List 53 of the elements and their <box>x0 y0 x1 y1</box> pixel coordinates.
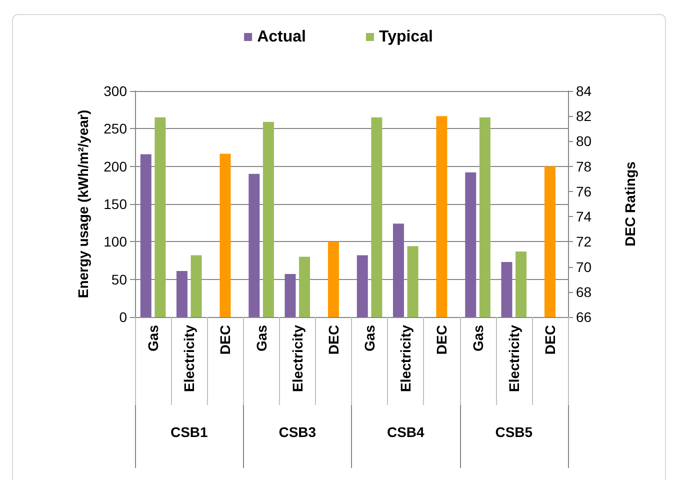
bar <box>140 154 152 317</box>
bar <box>479 117 490 317</box>
y2-tick-label: 74 <box>576 208 592 225</box>
y2-tick-label: 72 <box>576 234 592 250</box>
x-tick-label: DEC <box>325 325 342 355</box>
bar <box>356 255 368 317</box>
x-tick-label: DEC <box>434 325 450 355</box>
bar <box>154 117 166 317</box>
bar <box>284 274 296 317</box>
y2-tick-label: 84 <box>576 83 592 99</box>
bar <box>371 117 382 317</box>
x-tick-label: Electricity <box>398 324 414 392</box>
x-tick-label: Electricity <box>506 324 522 392</box>
bar <box>501 262 512 317</box>
y2-tick-label: 66 <box>576 309 592 325</box>
bar <box>392 224 404 317</box>
bar <box>407 246 418 317</box>
y-tick-label: 250 <box>104 120 128 137</box>
y-tick-label: 300 <box>104 83 128 99</box>
y2-tick-label: 76 <box>576 183 592 200</box>
bar <box>190 255 202 317</box>
y-tick-label: 0 <box>119 309 128 325</box>
bar <box>248 174 260 317</box>
legend-label: Actual <box>257 28 306 46</box>
bar <box>176 271 188 317</box>
bar <box>299 256 310 317</box>
y-tick-label: 200 <box>104 158 128 174</box>
y2-tick-label: 80 <box>576 133 592 150</box>
x-tick-label: DEC <box>542 325 558 355</box>
text: CSB1 <box>170 424 208 440</box>
x-tick-label: Gas <box>145 324 162 352</box>
y2-tick-label: 68 <box>576 284 592 300</box>
y-axis-title: Energy usage (kWh/m²/year) <box>75 110 91 298</box>
y-tick-label: 50 <box>111 271 128 288</box>
y-tick-label: 150 <box>104 196 128 212</box>
text: CSB3 <box>278 424 316 440</box>
bar <box>465 172 476 317</box>
x-tick-label: Gas <box>470 324 486 352</box>
x-tick-label: Gas <box>253 324 270 352</box>
y2-axis-title: DEC Ratings <box>622 161 638 246</box>
x-tick-label: Gas <box>362 324 378 352</box>
x-tick-label: Electricity <box>289 324 306 392</box>
text: CSB4 <box>386 424 425 440</box>
y2-tick-label: 70 <box>576 258 592 275</box>
y-tick-label: 100 <box>104 234 128 250</box>
y2-tick-label: 78 <box>576 158 592 174</box>
bar <box>262 122 274 317</box>
legend-label: Typical <box>378 28 433 46</box>
bar <box>516 251 527 317</box>
x-tick-label: DEC <box>217 325 234 355</box>
y2-tick-label: 82 <box>576 108 592 124</box>
x-tick-label: Electricity <box>181 324 198 392</box>
text: CSB5 <box>495 424 533 440</box>
